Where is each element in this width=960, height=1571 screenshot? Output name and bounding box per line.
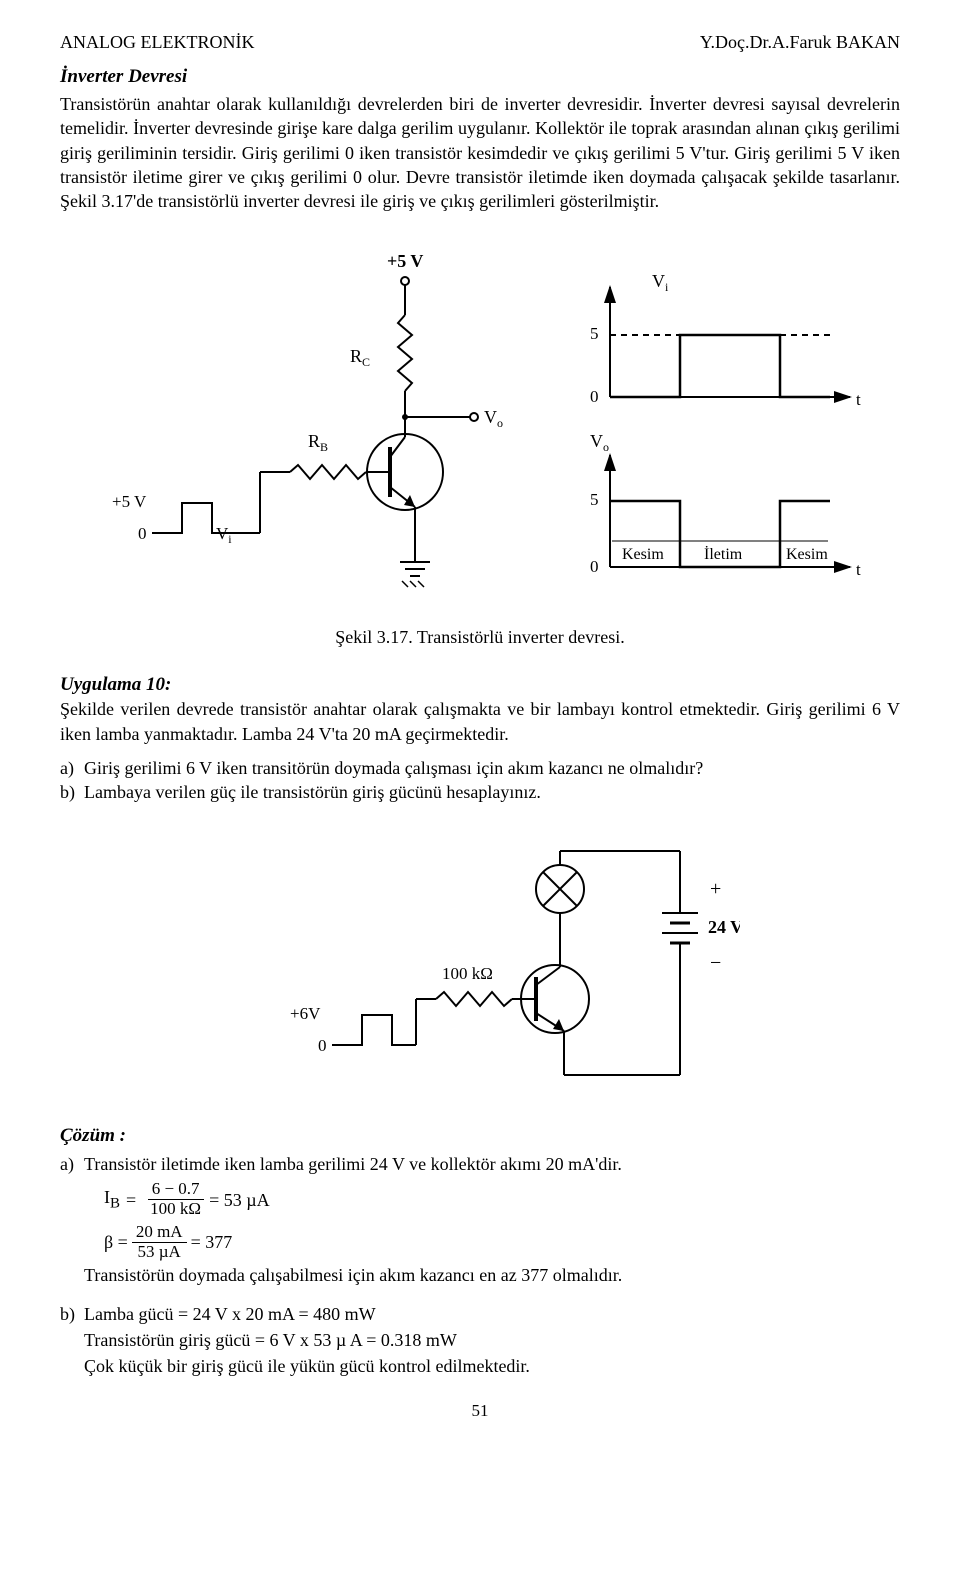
ib-result: = 53 µA bbox=[209, 1188, 270, 1212]
r100k-label: 100 kΩ bbox=[442, 964, 493, 983]
rb-label: RB bbox=[308, 431, 328, 454]
in-high-label: +5 V bbox=[112, 492, 147, 511]
beta-fraction: 20 mA 53 µA bbox=[132, 1223, 187, 1261]
application-paragraph: Şekilde verilen devrede transistör anaht… bbox=[60, 697, 900, 746]
sol-b-label: b) bbox=[60, 1302, 84, 1326]
region-on: İletim bbox=[704, 545, 743, 563]
in-low-label: 0 bbox=[138, 524, 147, 543]
page-header: ANALOG ELEKTRONİK Y.Doç.Dr.A.Faruk BAKAN bbox=[60, 30, 900, 54]
ib-fraction: 6 − 0.7 100 kΩ bbox=[146, 1180, 205, 1218]
figure1-caption: Şekil 3.17. Transistörlü inverter devres… bbox=[60, 625, 900, 649]
battery-plus: + bbox=[710, 878, 721, 900]
sol-a-label: a) bbox=[60, 1152, 84, 1176]
page-number: 51 bbox=[60, 1400, 900, 1423]
header-right: Y.Doç.Dr.A.Faruk BAKAN bbox=[700, 30, 900, 54]
vi-plot-label: Vi bbox=[652, 271, 669, 294]
eq-beta: β = 20 mA 53 µA = 377 bbox=[104, 1223, 900, 1261]
region-cut1: Kesim bbox=[622, 546, 664, 563]
vo-y5: 5 bbox=[590, 490, 599, 509]
in-low-label2: 0 bbox=[318, 1036, 327, 1055]
vo-plot: Vo 5 0 t Kesim İletim Kesim bbox=[590, 431, 861, 579]
ib-symbol: IB bbox=[104, 1185, 120, 1214]
question-list: a) Giriş gerilimi 6 V iken transitörün d… bbox=[60, 756, 900, 805]
vo-y0: 0 bbox=[590, 557, 599, 576]
question-a: Giriş gerilimi 6 V iken transitörün doym… bbox=[84, 756, 900, 780]
beta-symbol: β = bbox=[104, 1230, 128, 1254]
sol-b-input: Transistörün giriş gücü = 6 V x 53 µ A =… bbox=[84, 1328, 900, 1352]
vo-label: Vo bbox=[484, 407, 503, 430]
input-pulse-icon: +5 V 0 Vi bbox=[112, 492, 240, 546]
question-b: Lambaya verilen güç ile transistörün gir… bbox=[84, 780, 900, 804]
battery-voltage: 24 V bbox=[708, 917, 740, 937]
q-a-label: a) bbox=[60, 756, 84, 780]
section-title: İnverter Devresi bbox=[60, 64, 900, 90]
vi-plot: Vi 5 0 t bbox=[590, 271, 861, 409]
q-b-label: b) bbox=[60, 780, 84, 804]
eq-ib: IB = 6 − 0.7 100 kΩ = 53 µA bbox=[104, 1180, 900, 1218]
transistor-circuit: +5 V RC Vo RB bbox=[240, 251, 503, 587]
vo-t: t bbox=[856, 560, 861, 579]
vi-y0: 0 bbox=[590, 387, 599, 406]
application-title: Uygulama 10: bbox=[60, 672, 900, 698]
figure-lamp-circuit: +6V 0 100 kΩ + 24 V − bbox=[60, 829, 900, 1109]
beta-result: = 377 bbox=[191, 1230, 233, 1254]
sol-a-conclusion: Transistörün doymada çalışabilmesi için … bbox=[84, 1263, 900, 1287]
figure-inverter-circuit: +5 V 0 Vi +5 V RC Vo bbox=[60, 237, 900, 607]
vi-t: t bbox=[856, 390, 861, 409]
vcc-label: +5 V bbox=[387, 251, 423, 271]
rc-label: RC bbox=[350, 346, 370, 369]
eq-sign1: = bbox=[126, 1188, 136, 1212]
vo-plot-label: Vo bbox=[590, 431, 609, 454]
solution-title: Çözüm : bbox=[60, 1123, 900, 1149]
sol-b-conclusion: Çok küçük bir giriş gücü ile yükün gücü … bbox=[84, 1354, 900, 1378]
sol-a-intro: Transistör iletimde iken lamba gerilimi … bbox=[84, 1152, 900, 1176]
intro-paragraph: Transistörün anahtar olarak kullanıldığı… bbox=[60, 92, 900, 213]
vi-y5: 5 bbox=[590, 324, 599, 343]
header-left: ANALOG ELEKTRONİK bbox=[60, 30, 254, 54]
region-cut2: Kesim bbox=[786, 546, 828, 563]
vi-label: Vi bbox=[216, 524, 232, 546]
sol-b-lamp: Lamba gücü = 24 V x 20 mA = 480 mW bbox=[84, 1302, 900, 1326]
in-high-label2: +6V bbox=[290, 1004, 321, 1023]
battery-minus: − bbox=[710, 952, 721, 974]
